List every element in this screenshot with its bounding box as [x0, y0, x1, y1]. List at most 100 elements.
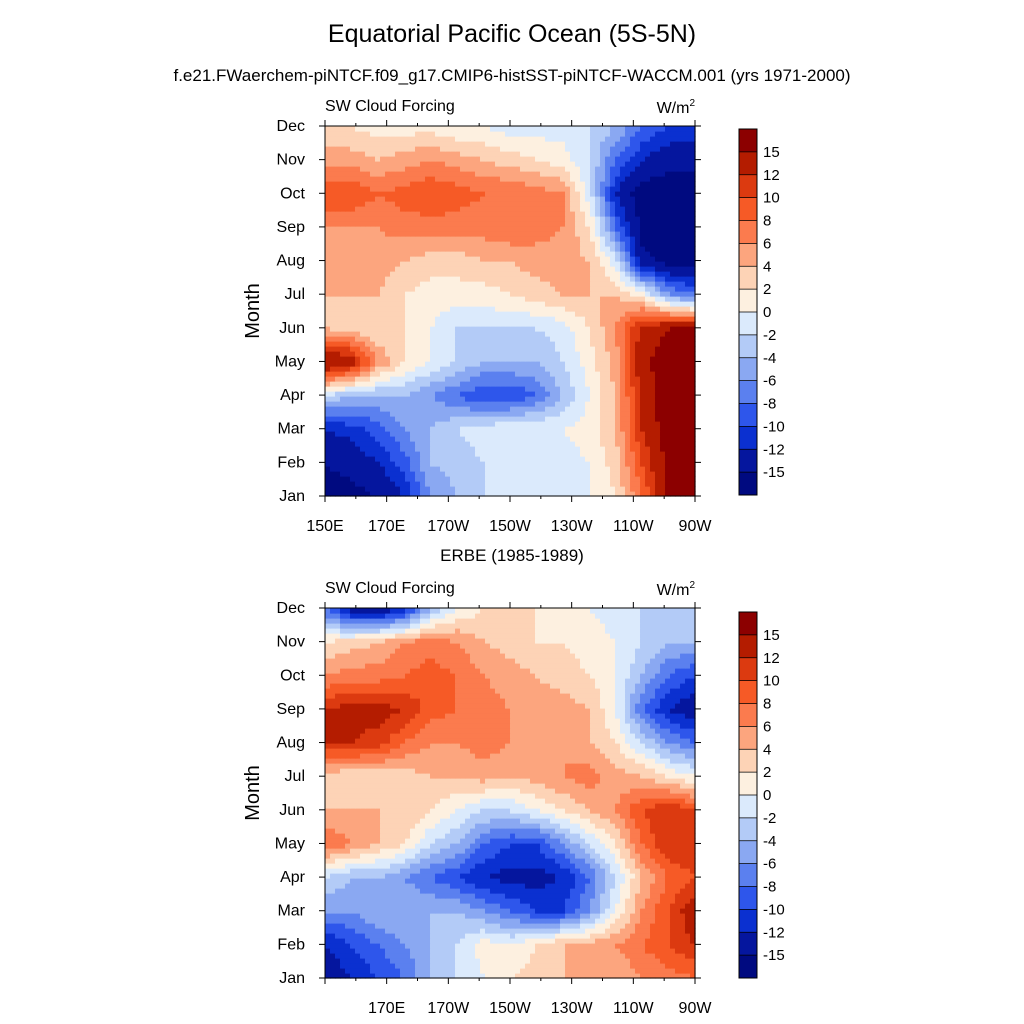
- heatmap-cell: [510, 491, 516, 497]
- heatmap-cell: [610, 311, 616, 317]
- heatmap-cell: [485, 366, 491, 372]
- heatmap-cell: [665, 391, 671, 397]
- heatmap-cell: [565, 276, 571, 282]
- heatmap-cell: [470, 436, 476, 442]
- heatmap-cell: [650, 446, 656, 452]
- heatmap-cell: [475, 196, 481, 202]
- heatmap-cell: [360, 166, 366, 172]
- heatmap-cell: [655, 246, 661, 252]
- heatmap-cell: [360, 446, 366, 452]
- heatmap-cell: [665, 301, 671, 307]
- heatmap-cell: [595, 396, 601, 402]
- heatmap-cell: [365, 281, 371, 287]
- heatmap-cell: [560, 216, 566, 222]
- heatmap-cell: [620, 406, 626, 412]
- heatmap-cell: [665, 476, 671, 482]
- heatmap-cell: [625, 486, 631, 492]
- heatmap-cell: [325, 241, 331, 247]
- heatmap-cell: [360, 451, 366, 457]
- heatmap-cell: [645, 361, 651, 367]
- heatmap-cell: [490, 216, 496, 222]
- heatmap-cell: [420, 321, 426, 327]
- heatmap-cell: [530, 476, 536, 482]
- heatmap-cell: [440, 241, 446, 247]
- heatmap-cell: [645, 251, 651, 257]
- heatmap-cell: [500, 356, 506, 362]
- heatmap-cell: [500, 366, 506, 372]
- heatmap-cell: [550, 441, 556, 447]
- heatmap-cell: [640, 226, 646, 232]
- heatmap-cell: [355, 381, 361, 387]
- heatmap-cell: [480, 251, 486, 257]
- heatmap-cell: [395, 306, 401, 312]
- heatmap-cell: [590, 271, 596, 277]
- heatmap-cell: [355, 391, 361, 397]
- heatmap-cell: [350, 241, 356, 247]
- heatmap-cell: [495, 396, 501, 402]
- heatmap-cell: [435, 436, 441, 442]
- heatmap-cell: [565, 331, 571, 337]
- heatmap-cell: [435, 166, 441, 172]
- heatmap-cell: [665, 431, 671, 437]
- heatmap-cell: [550, 471, 556, 477]
- heatmap-cell: [375, 286, 381, 292]
- heatmap-cell: [575, 371, 581, 377]
- heatmap-cell: [540, 326, 546, 332]
- heatmap-cell: [490, 356, 496, 362]
- heatmap-cell: [420, 166, 426, 172]
- heatmap-cell: [350, 426, 356, 432]
- heatmap-cell: [640, 491, 646, 497]
- heatmap-cell: [505, 161, 511, 167]
- heatmap-cell: [590, 256, 596, 262]
- heatmap-cell: [445, 401, 451, 407]
- heatmap-cell: [355, 296, 361, 302]
- heatmap-cell: [670, 466, 676, 472]
- heatmap-cell: [325, 261, 331, 267]
- heatmap-cell: [510, 356, 516, 362]
- heatmap-cell: [530, 171, 536, 177]
- heatmap-cell: [535, 326, 541, 332]
- heatmap-cell: [465, 206, 471, 212]
- heatmap-cell: [390, 356, 396, 362]
- heatmap-cell: [515, 451, 521, 457]
- heatmap-cell: [470, 421, 476, 427]
- heatmap-cell: [570, 431, 576, 437]
- heatmap-cell: [510, 476, 516, 482]
- heatmap-cell: [610, 371, 616, 377]
- heatmap-cell: [405, 246, 411, 252]
- heatmap-cell: [385, 391, 391, 397]
- heatmap-cell: [630, 491, 636, 497]
- heatmap-cell: [455, 451, 461, 457]
- heatmap-cell: [510, 206, 516, 212]
- heatmap-cell: [480, 271, 486, 277]
- heatmap-cell: [370, 396, 376, 402]
- heatmap-cell: [535, 371, 541, 377]
- heatmap-cell: [655, 196, 661, 202]
- heatmap-cell: [530, 266, 536, 272]
- heatmap-cell: [540, 481, 546, 487]
- heatmap-cell: [615, 201, 621, 207]
- heatmap-cell: [365, 396, 371, 402]
- heatmap-cell: [405, 466, 411, 472]
- heatmap-cell: [595, 231, 601, 237]
- heatmap-cell: [680, 486, 686, 492]
- heatmap-cell: [420, 211, 426, 217]
- heatmap-cell: [520, 171, 526, 177]
- heatmap-cell: [405, 381, 411, 387]
- heatmap-cell: [350, 366, 356, 372]
- heatmap-cell: [515, 421, 521, 427]
- heatmap-cell: [565, 471, 571, 477]
- heatmap-cell: [545, 311, 551, 317]
- heatmap-cell: [340, 241, 346, 247]
- heatmap-cell: [375, 491, 381, 497]
- heatmap-cell: [560, 286, 566, 292]
- heatmap-cell: [630, 486, 636, 492]
- heatmap-cell: [335, 391, 341, 397]
- heatmap-cell: [655, 201, 661, 207]
- heatmap-cell: [375, 161, 381, 167]
- heatmap-cell: [460, 286, 466, 292]
- heatmap-cell: [405, 416, 411, 422]
- heatmap-cell: [415, 161, 421, 167]
- heatmap-cell: [350, 456, 356, 462]
- heatmap-cell: [645, 241, 651, 247]
